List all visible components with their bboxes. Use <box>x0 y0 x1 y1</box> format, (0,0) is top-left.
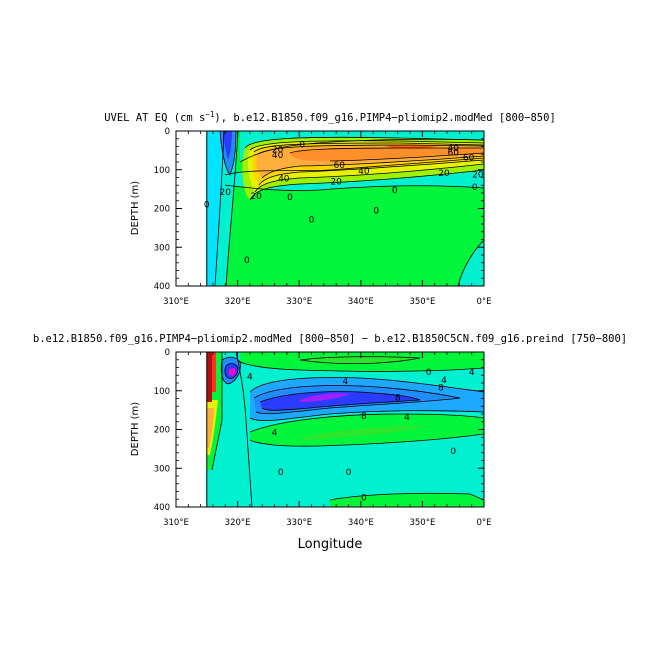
y-tick-label: 200 <box>154 205 170 215</box>
panel-1-title: UVEL AT EQ (cm s−1), b.e12.B1850.f09_g16… <box>104 110 556 124</box>
contour-label: 0 <box>244 256 250 266</box>
contour-label: 20 <box>250 192 262 202</box>
panel-1-contour-field <box>176 131 484 286</box>
contour-label: 40 <box>272 151 284 161</box>
panel-2-ylabel: DEPTH (m) <box>130 402 141 456</box>
x-tick-label: 310°E <box>163 518 189 528</box>
y-tick-label: 100 <box>154 387 170 397</box>
contour-label: 4 <box>441 376 447 386</box>
chart-panel-2: b.e12.B1850.f09_g16.PIMP4−pliomip2.modMe… <box>33 333 627 552</box>
x-tick-label: 0°E <box>476 297 491 307</box>
contour-label: 4 <box>469 368 475 378</box>
panel-2-ticks: 310°E 320°E 330°E 340°E 350°E 0°E010020030040… <box>154 348 492 528</box>
contour-label: 60 <box>447 149 459 159</box>
contour-label: 20 <box>438 169 450 179</box>
panel-1-ticks: 310°E 320°E 330°E 340°E 350°E 0°E010020030040… <box>154 127 492 307</box>
x-tick-label: 340°E <box>348 518 374 528</box>
x-tick-label: 350°E <box>409 518 435 528</box>
contour-label: 8 <box>395 394 401 404</box>
contour-label: 60 <box>334 161 346 171</box>
x-tick-label: 350°E <box>409 297 435 307</box>
y-tick-label: 400 <box>154 282 170 292</box>
contour-label: 40 <box>358 167 370 177</box>
y-tick-label: 0 <box>165 348 170 358</box>
contour-label: 0 <box>373 206 379 216</box>
x-tick-label: 340°E <box>348 297 374 307</box>
y-tick-label: 200 <box>154 426 170 436</box>
contour-label: 4 <box>404 413 410 423</box>
panel-2-title: b.e12.B1850.f09_g16.PIMP4−pliomip2.modMe… <box>33 333 627 345</box>
contour-label: 0 <box>392 186 398 196</box>
y-tick-label: 0 <box>165 127 170 137</box>
x-tick-label: 330°E <box>286 518 312 528</box>
contour-label: 0 <box>204 201 210 211</box>
contour-label: 20 <box>330 177 342 187</box>
y-tick-label: 400 <box>154 503 170 513</box>
contour-label: 0 <box>309 215 315 225</box>
x-tick-label: 320°E <box>225 297 251 307</box>
contour-label: 8 <box>361 412 367 422</box>
panel-2-contour-field <box>176 352 484 507</box>
contour-label: 4 <box>272 429 278 439</box>
x-tick-label: 0°E <box>476 518 491 528</box>
contour-label: 20 <box>472 170 484 180</box>
chart-panel-1: UVEL AT EQ (cm s−1), b.e12.B1850.f09_g16… <box>104 110 556 307</box>
contour-label: 0 <box>361 493 367 503</box>
contour-label: 0 <box>426 368 432 378</box>
y-tick-label: 300 <box>154 243 170 253</box>
panel-2-xlabel: Longitude <box>298 537 363 552</box>
x-tick-label: 320°E <box>225 518 251 528</box>
contour-label: 20 <box>220 188 232 198</box>
contour-label: 0 <box>450 447 456 457</box>
y-tick-label: 300 <box>154 464 170 474</box>
contour-label: 0 <box>287 193 293 203</box>
y-tick-label: 100 <box>154 166 170 176</box>
x-tick-label: 330°E <box>286 297 312 307</box>
contour-label: 40 <box>447 144 459 154</box>
contour-label: 4 <box>247 372 253 382</box>
contour-label: 0 <box>278 468 284 478</box>
contour-label: 0 <box>299 141 305 151</box>
contour-label: 8 <box>438 384 444 394</box>
contour-label: 4 <box>343 377 349 387</box>
x-tick-label: 310°E <box>163 297 189 307</box>
contour-label: 20 <box>272 146 284 156</box>
contour-label: 0 <box>346 468 352 478</box>
contour-label: 40 <box>278 174 290 184</box>
contour-label: 60 <box>463 153 475 163</box>
panel-1-ylabel: DEPTH (m) <box>130 181 141 235</box>
contour-label: 0 <box>472 183 478 193</box>
